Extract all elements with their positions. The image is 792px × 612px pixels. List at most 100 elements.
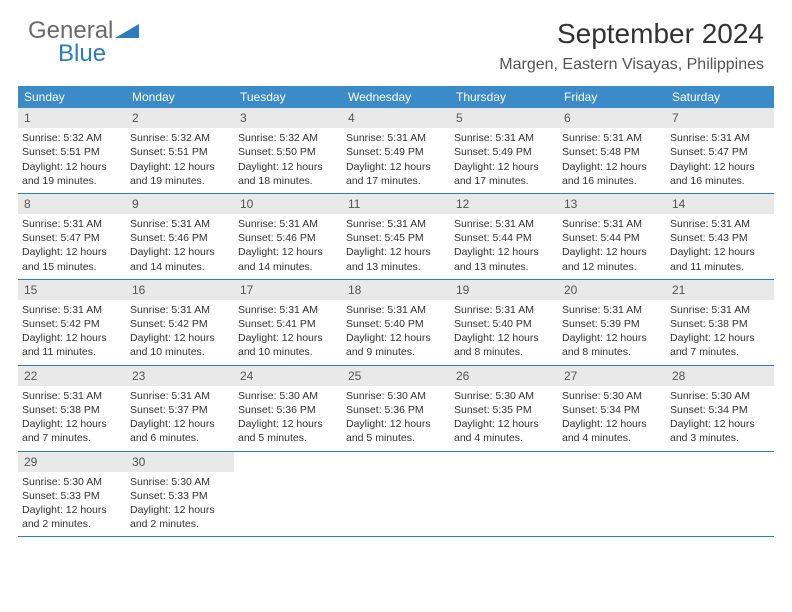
day-number: 5 xyxy=(450,108,558,128)
sunset-line: Sunset: 5:33 PM xyxy=(22,489,122,503)
weekday-friday: Friday xyxy=(558,86,666,108)
day-number: 11 xyxy=(342,194,450,214)
day-body: Sunrise: 5:31 AMSunset: 5:45 PMDaylight:… xyxy=(342,214,450,279)
day-27: 27Sunrise: 5:30 AMSunset: 5:34 PMDayligh… xyxy=(558,366,666,451)
day-4: 4Sunrise: 5:31 AMSunset: 5:49 PMDaylight… xyxy=(342,108,450,193)
daylight-line: Daylight: 12 hours and 8 minutes. xyxy=(562,331,662,359)
sunset-line: Sunset: 5:46 PM xyxy=(238,231,338,245)
day-body: Sunrise: 5:31 AMSunset: 5:46 PMDaylight:… xyxy=(234,214,342,279)
day-1: 1Sunrise: 5:32 AMSunset: 5:51 PMDaylight… xyxy=(18,108,126,193)
day-21: 21Sunrise: 5:31 AMSunset: 5:38 PMDayligh… xyxy=(666,280,774,365)
daylight-line: Daylight: 12 hours and 10 minutes. xyxy=(238,331,338,359)
day-number: 14 xyxy=(666,194,774,214)
sunrise-line: Sunrise: 5:30 AM xyxy=(454,389,554,403)
day-empty xyxy=(450,452,558,537)
day-7: 7 Sunrise: 5:31 AMSunset: 5:47 PMDaylight… xyxy=(666,108,774,193)
day-number: 25 xyxy=(342,366,450,386)
logo-line2: Blue xyxy=(58,41,113,66)
sunset-line: Sunset: 5:49 PM xyxy=(454,145,554,159)
day-number: 13 xyxy=(558,194,666,214)
title-block: September 2024 Margen, Eastern Visayas, … xyxy=(499,18,764,74)
daylight-line: Daylight: 12 hours and 4 minutes. xyxy=(454,417,554,445)
day-number: 30 xyxy=(126,452,234,472)
sunrise-line: Sunrise: 5:31 AM xyxy=(454,217,554,231)
day-12: 12Sunrise: 5:31 AMSunset: 5:44 PMDayligh… xyxy=(450,194,558,279)
day-empty xyxy=(666,452,774,537)
sunset-line: Sunset: 5:47 PM xyxy=(670,145,770,159)
daylight-line: Daylight: 12 hours and 13 minutes. xyxy=(346,245,446,273)
day-19: 19Sunrise: 5:31 AMSunset: 5:40 PMDayligh… xyxy=(450,280,558,365)
day-body: Sunrise: 5:30 AMSunset: 5:34 PMDaylight:… xyxy=(558,386,666,451)
week-row: 29Sunrise: 5:30 AMSunset: 5:33 PMDayligh… xyxy=(18,452,774,538)
week-row: 1Sunrise: 5:32 AMSunset: 5:51 PMDaylight… xyxy=(18,108,774,194)
daylight-line: Daylight: 12 hours and 14 minutes. xyxy=(130,245,230,273)
day-8: 8Sunrise: 5:31 AMSunset: 5:47 PMDaylight… xyxy=(18,194,126,279)
sunset-line: Sunset: 5:36 PM xyxy=(238,403,338,417)
sunrise-line: Sunrise: 5:31 AM xyxy=(130,217,230,231)
sunset-line: Sunset: 5:34 PM xyxy=(562,403,662,417)
day-body: Sunrise: 5:31 AMSunset: 5:38 PMDaylight:… xyxy=(18,386,126,451)
sunrise-line: Sunrise: 5:30 AM xyxy=(238,389,338,403)
day-body: Sunrise: 5:30 AMSunset: 5:33 PMDaylight:… xyxy=(126,472,234,537)
day-5: 5Sunrise: 5:31 AMSunset: 5:49 PMDaylight… xyxy=(450,108,558,193)
day-number: 8 xyxy=(18,194,126,214)
day-16: 16Sunrise: 5:31 AMSunset: 5:42 PMDayligh… xyxy=(126,280,234,365)
sunset-line: Sunset: 5:44 PM xyxy=(454,231,554,245)
sunset-line: Sunset: 5:34 PM xyxy=(670,403,770,417)
day-number: 7 xyxy=(666,108,774,128)
daylight-line: Daylight: 12 hours and 11 minutes. xyxy=(22,331,122,359)
daylight-line: Daylight: 12 hours and 16 minutes. xyxy=(670,160,770,188)
day-22: 22Sunrise: 5:31 AMSunset: 5:38 PMDayligh… xyxy=(18,366,126,451)
sunrise-line: Sunrise: 5:30 AM xyxy=(562,389,662,403)
day-17: 17Sunrise: 5:31 AMSunset: 5:41 PMDayligh… xyxy=(234,280,342,365)
sunset-line: Sunset: 5:50 PM xyxy=(238,145,338,159)
sunrise-line: Sunrise: 5:31 AM xyxy=(670,131,770,145)
sunrise-line: Sunrise: 5:32 AM xyxy=(130,131,230,145)
sunset-line: Sunset: 5:36 PM xyxy=(346,403,446,417)
daylight-line: Daylight: 12 hours and 5 minutes. xyxy=(238,417,338,445)
day-empty xyxy=(558,452,666,537)
weekday-saturday: Saturday xyxy=(666,86,774,108)
day-number: 16 xyxy=(126,280,234,300)
day-24: 24Sunrise: 5:30 AMSunset: 5:36 PMDayligh… xyxy=(234,366,342,451)
day-number: 20 xyxy=(558,280,666,300)
sunrise-line: Sunrise: 5:32 AM xyxy=(238,131,338,145)
daylight-line: Daylight: 12 hours and 14 minutes. xyxy=(238,245,338,273)
sunrise-line: Sunrise: 5:31 AM xyxy=(22,303,122,317)
sunset-line: Sunset: 5:35 PM xyxy=(454,403,554,417)
week-row: 22Sunrise: 5:31 AMSunset: 5:38 PMDayligh… xyxy=(18,366,774,452)
week-row: 8Sunrise: 5:31 AMSunset: 5:47 PMDaylight… xyxy=(18,194,774,280)
month-title: September 2024 xyxy=(499,18,764,50)
day-28: 28Sunrise: 5:30 AMSunset: 5:34 PMDayligh… xyxy=(666,366,774,451)
day-10: 10Sunrise: 5:31 AMSunset: 5:46 PMDayligh… xyxy=(234,194,342,279)
daylight-line: Daylight: 12 hours and 17 minutes. xyxy=(454,160,554,188)
sunset-line: Sunset: 5:43 PM xyxy=(670,231,770,245)
day-body: Sunrise: 5:30 AMSunset: 5:36 PMDaylight:… xyxy=(342,386,450,451)
weekday-header: SundayMondayTuesdayWednesdayThursdayFrid… xyxy=(18,86,774,108)
day-number: 21 xyxy=(666,280,774,300)
daylight-line: Daylight: 12 hours and 15 minutes. xyxy=(22,245,122,273)
day-30: 30Sunrise: 5:30 AMSunset: 5:33 PMDayligh… xyxy=(126,452,234,537)
sunrise-line: Sunrise: 5:31 AM xyxy=(346,217,446,231)
sunrise-line: Sunrise: 5:30 AM xyxy=(346,389,446,403)
day-26: 26Sunrise: 5:30 AMSunset: 5:35 PMDayligh… xyxy=(450,366,558,451)
day-number: 18 xyxy=(342,280,450,300)
sunset-line: Sunset: 5:42 PM xyxy=(130,317,230,331)
day-body: Sunrise: 5:31 AMSunset: 5:49 PMDaylight:… xyxy=(450,128,558,193)
day-20: 20Sunrise: 5:31 AMSunset: 5:39 PMDayligh… xyxy=(558,280,666,365)
day-body: Sunrise: 5:31 AMSunset: 5:37 PMDaylight:… xyxy=(126,386,234,451)
daylight-line: Daylight: 12 hours and 7 minutes. xyxy=(22,417,122,445)
sunset-line: Sunset: 5:42 PM xyxy=(22,317,122,331)
calendar: SundayMondayTuesdayWednesdayThursdayFrid… xyxy=(0,82,792,537)
weekday-monday: Monday xyxy=(126,86,234,108)
daylight-line: Daylight: 12 hours and 18 minutes. xyxy=(238,160,338,188)
day-11: 11Sunrise: 5:31 AMSunset: 5:45 PMDayligh… xyxy=(342,194,450,279)
day-body: Sunrise: 5:31 AMSunset: 5:48 PMDaylight:… xyxy=(558,128,666,193)
daylight-line: Daylight: 12 hours and 2 minutes. xyxy=(22,503,122,531)
day-3: 3Sunrise: 5:32 AMSunset: 5:50 PMDaylight… xyxy=(234,108,342,193)
daylight-line: Daylight: 12 hours and 7 minutes. xyxy=(670,331,770,359)
sunset-line: Sunset: 5:40 PM xyxy=(454,317,554,331)
sunset-line: Sunset: 5:45 PM xyxy=(346,231,446,245)
sunset-line: Sunset: 5:37 PM xyxy=(130,403,230,417)
daylight-line: Daylight: 12 hours and 6 minutes. xyxy=(130,417,230,445)
